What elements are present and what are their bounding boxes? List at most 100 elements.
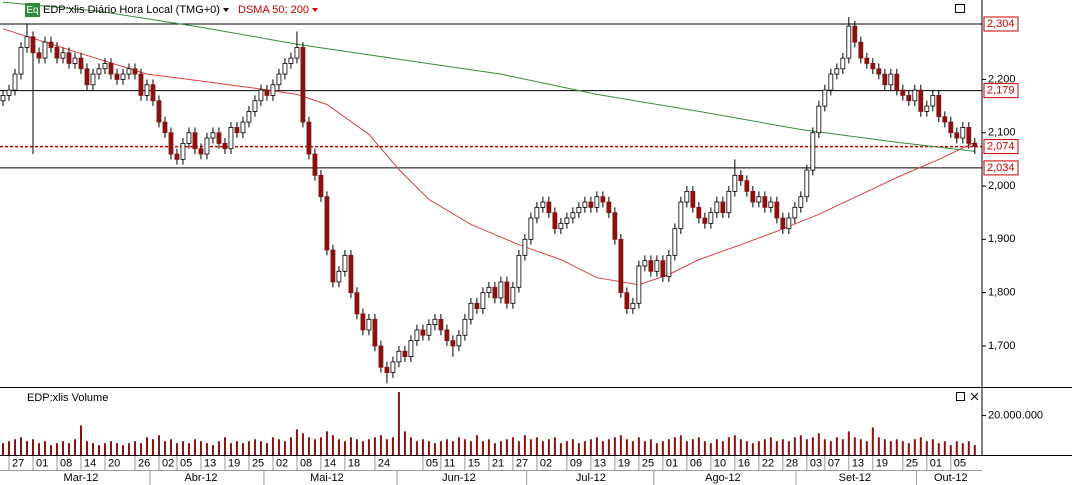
candle-body [864,57,870,64]
candle-body [12,73,18,91]
chart-title[interactable]: EDP:xlis Diário Hora Local (TMG+0) [43,4,220,16]
volume-bar [793,437,796,455]
volume-bar [487,439,490,455]
candle-body [786,217,792,230]
volume-bar [67,443,70,455]
volume-bar [667,439,670,455]
volume-bar [55,443,58,455]
candle-body [906,95,912,102]
candle-body [204,137,210,155]
volume-bar [769,437,772,455]
candle-body [162,121,168,134]
candle-body [768,201,774,208]
volume-bar [955,441,958,455]
volume-bar [217,441,220,455]
volume-bar [385,439,388,455]
volume-bar [709,443,712,455]
level-box [983,83,1019,99]
volume-bar [157,435,160,455]
volume-bar [181,441,184,455]
candle-body [546,201,552,214]
candle-body [96,68,102,75]
y-tick-label: 1,700 [988,340,1016,352]
level-label: 2,304 [987,18,1015,30]
x-tick-label: 08 [60,457,72,469]
maximize-button[interactable] [955,4,965,13]
candle-body [378,345,384,368]
volume-bar [925,441,928,455]
volume-bar [643,441,646,455]
candle-body [882,73,888,86]
candle-body [450,340,456,347]
volume-bar [661,441,664,455]
candle-body [960,127,966,139]
volume-bar [475,435,478,455]
candle-body [228,127,234,150]
x-tick-label: 19 [876,457,888,469]
candle-body [456,334,462,347]
candle-body [744,180,750,192]
volume-bar [175,443,178,455]
candle-body [300,47,306,123]
close-button[interactable] [970,392,979,401]
volume-bar [139,443,142,455]
volume-bar [109,441,112,455]
volume-bar [787,441,790,455]
x-tick-label: 13 [204,457,216,469]
candle-body [774,201,780,219]
dropdown-arrow[interactable] [223,8,229,12]
volume-bar [733,435,736,455]
candle-body [738,174,744,182]
month-label: Jul-12 [576,472,606,484]
volume-bar [853,437,856,455]
volume-bar [505,439,508,455]
volume-bar [349,437,352,455]
candle-body [576,206,582,214]
candle-body [282,63,288,75]
volume-bar [859,439,862,455]
candle-body [654,260,660,272]
volume-bar [673,437,676,455]
volume-bar [457,437,460,455]
volume-bar [37,443,40,455]
volume-bar [463,439,466,455]
volume-bar [91,443,94,455]
volume-bar [571,439,574,455]
volume-bar [895,439,898,455]
y-tick-label: 20.000.000 [988,409,1043,421]
volume-bar [247,441,250,455]
candle-body [942,116,948,123]
candle-body [966,127,972,144]
maximize-button[interactable] [956,392,965,401]
volume-bar [313,439,316,455]
indicator-label[interactable]: DSMA 50; 200 [238,4,309,16]
x-tick-label: 08 [300,457,312,469]
volume-bar [427,441,430,455]
volume-bar [745,441,748,455]
volume-bar [685,441,688,455]
volume-bar [61,441,64,455]
dropdown-arrow[interactable] [312,8,318,12]
x-tick-label: 25 [642,457,654,469]
volume-bar [103,443,106,455]
candle-body [492,286,498,299]
candle-body [666,254,672,278]
candle-body [342,254,348,272]
candle-body [606,201,612,214]
volume-bar [481,441,484,455]
badge: Eq [26,5,38,16]
volume-bar [589,439,592,455]
volume-bar [391,437,394,455]
volume-bar [13,439,16,455]
volume-bar [379,435,382,455]
candle-body [696,206,702,219]
candle-body [474,302,480,310]
candle-body [366,318,372,331]
volume-bar [943,441,946,455]
volume-bar [607,439,610,455]
candle-body [732,174,738,192]
candle-body [444,329,450,342]
candle-body [636,265,642,304]
x-tick-label: 02 [540,457,552,469]
